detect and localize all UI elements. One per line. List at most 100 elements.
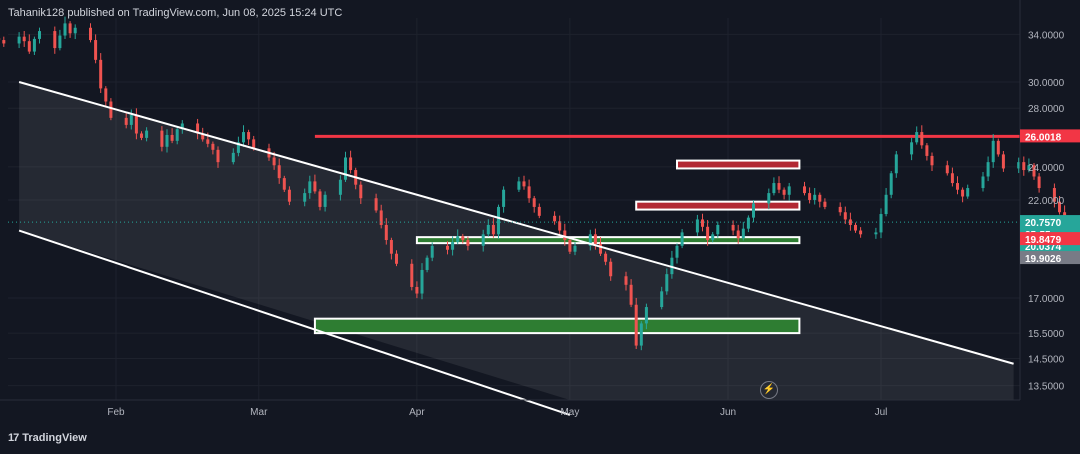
- tradingview-logo[interactable]: 17 TradingView: [8, 432, 87, 444]
- candle-body: [420, 269, 424, 294]
- candle-body: [920, 132, 924, 146]
- candle-body: [124, 117, 128, 125]
- support-zone: [313, 317, 801, 335]
- candle-body: [323, 194, 327, 207]
- candle-body: [379, 210, 383, 225]
- candle-body: [716, 224, 720, 235]
- candle-body: [823, 201, 827, 207]
- candle-body: [384, 224, 388, 241]
- candle-body: [430, 245, 434, 258]
- candle-body: [282, 178, 286, 190]
- candle-body: [680, 232, 684, 246]
- price-label-bg: [1020, 129, 1080, 143]
- candle-body: [879, 214, 883, 233]
- candle-body: [201, 133, 205, 140]
- y-tick-label: 28.0000: [1028, 104, 1065, 115]
- candle-body: [425, 257, 429, 270]
- candle-body: [374, 198, 378, 211]
- candle-body: [915, 132, 919, 143]
- candle-body: [287, 189, 291, 202]
- y-tick-label: 30.0000: [1028, 78, 1065, 89]
- x-tick-label: May: [560, 407, 579, 418]
- candle-body: [196, 123, 200, 134]
- price-label-bg: [1020, 251, 1080, 265]
- candle-body: [389, 240, 393, 254]
- candle-body: [996, 140, 1000, 155]
- candle-body: [991, 140, 995, 163]
- candle-body: [272, 157, 276, 166]
- candle-body: [486, 224, 490, 235]
- candle-body: [318, 191, 322, 207]
- candle-body: [129, 115, 133, 125]
- candle-body: [140, 133, 143, 138]
- candle-body: [175, 129, 179, 141]
- price-label-resistance-level: 26.0018: [1025, 132, 1062, 143]
- candle-body: [27, 41, 31, 52]
- candle-body: [211, 143, 215, 150]
- candle-body: [644, 307, 648, 324]
- y-tick-label: 13.5000: [1028, 382, 1065, 393]
- candle-body: [359, 184, 363, 199]
- candle-body: [180, 123, 184, 130]
- candle-body: [502, 189, 506, 207]
- candle-body: [395, 253, 398, 264]
- candle-body: [1032, 165, 1036, 177]
- candle-body: [813, 194, 817, 200]
- candle-body: [910, 142, 914, 155]
- axes: 34.0000 30.0000 28.0000 24.0000 22.0000 17.00…: [0, 0, 1065, 418]
- candle-body: [522, 181, 526, 187]
- candle-body: [558, 221, 562, 231]
- candle-body: [568, 240, 572, 252]
- candle-body: [109, 101, 113, 118]
- candle-body: [277, 165, 281, 179]
- price-label-bg: [1020, 232, 1080, 246]
- channel-lower-line: [18, 229, 571, 416]
- candle-body: [1052, 188, 1056, 202]
- candle-body: [1022, 162, 1026, 171]
- candle-body: [966, 188, 970, 197]
- candle-body: [344, 157, 347, 180]
- x-tick-label: Jun: [720, 407, 736, 418]
- support-zone: [415, 236, 801, 245]
- candle-body: [527, 186, 531, 199]
- candle-body: [17, 36, 21, 44]
- candle-body: [752, 203, 755, 218]
- price-label-last-price: 20.7570: [1025, 218, 1062, 229]
- candle-body: [599, 243, 602, 254]
- candle-body: [517, 181, 521, 190]
- candle-body: [945, 165, 949, 174]
- candle-body: [624, 276, 628, 285]
- candle-body: [609, 261, 613, 277]
- candle-body: [563, 230, 567, 241]
- candle-body: [848, 219, 852, 225]
- y-tick-label: 24.0000: [1028, 163, 1065, 174]
- candle-body: [859, 230, 863, 235]
- candle-body: [675, 245, 679, 258]
- candle-body: [104, 88, 108, 102]
- candle-body: [639, 323, 643, 346]
- candle-body: [532, 198, 536, 207]
- candle-body: [665, 274, 669, 292]
- candle-body: [410, 263, 414, 287]
- candle-body: [2, 40, 6, 44]
- y-tick-label: 34.0000: [1028, 30, 1065, 41]
- candle-body: [767, 193, 771, 204]
- candle-body: [497, 206, 500, 235]
- candle-body: [854, 224, 857, 231]
- candle-body: [247, 132, 251, 140]
- candle-body: [782, 189, 786, 195]
- candle-body: [634, 304, 638, 346]
- candle-body: [695, 219, 699, 233]
- candle-body: [1058, 201, 1061, 213]
- y-tick-label: 22.0000: [1028, 196, 1065, 207]
- candle-body: [32, 38, 36, 52]
- grid: [8, 18, 1020, 400]
- candle-body: [456, 236, 460, 242]
- candle-body: [981, 176, 985, 189]
- candle-body: [843, 212, 847, 220]
- candles: [0, 16, 1077, 351]
- candle-body: [604, 253, 608, 262]
- lightning-icon[interactable]: ⚡: [760, 381, 778, 399]
